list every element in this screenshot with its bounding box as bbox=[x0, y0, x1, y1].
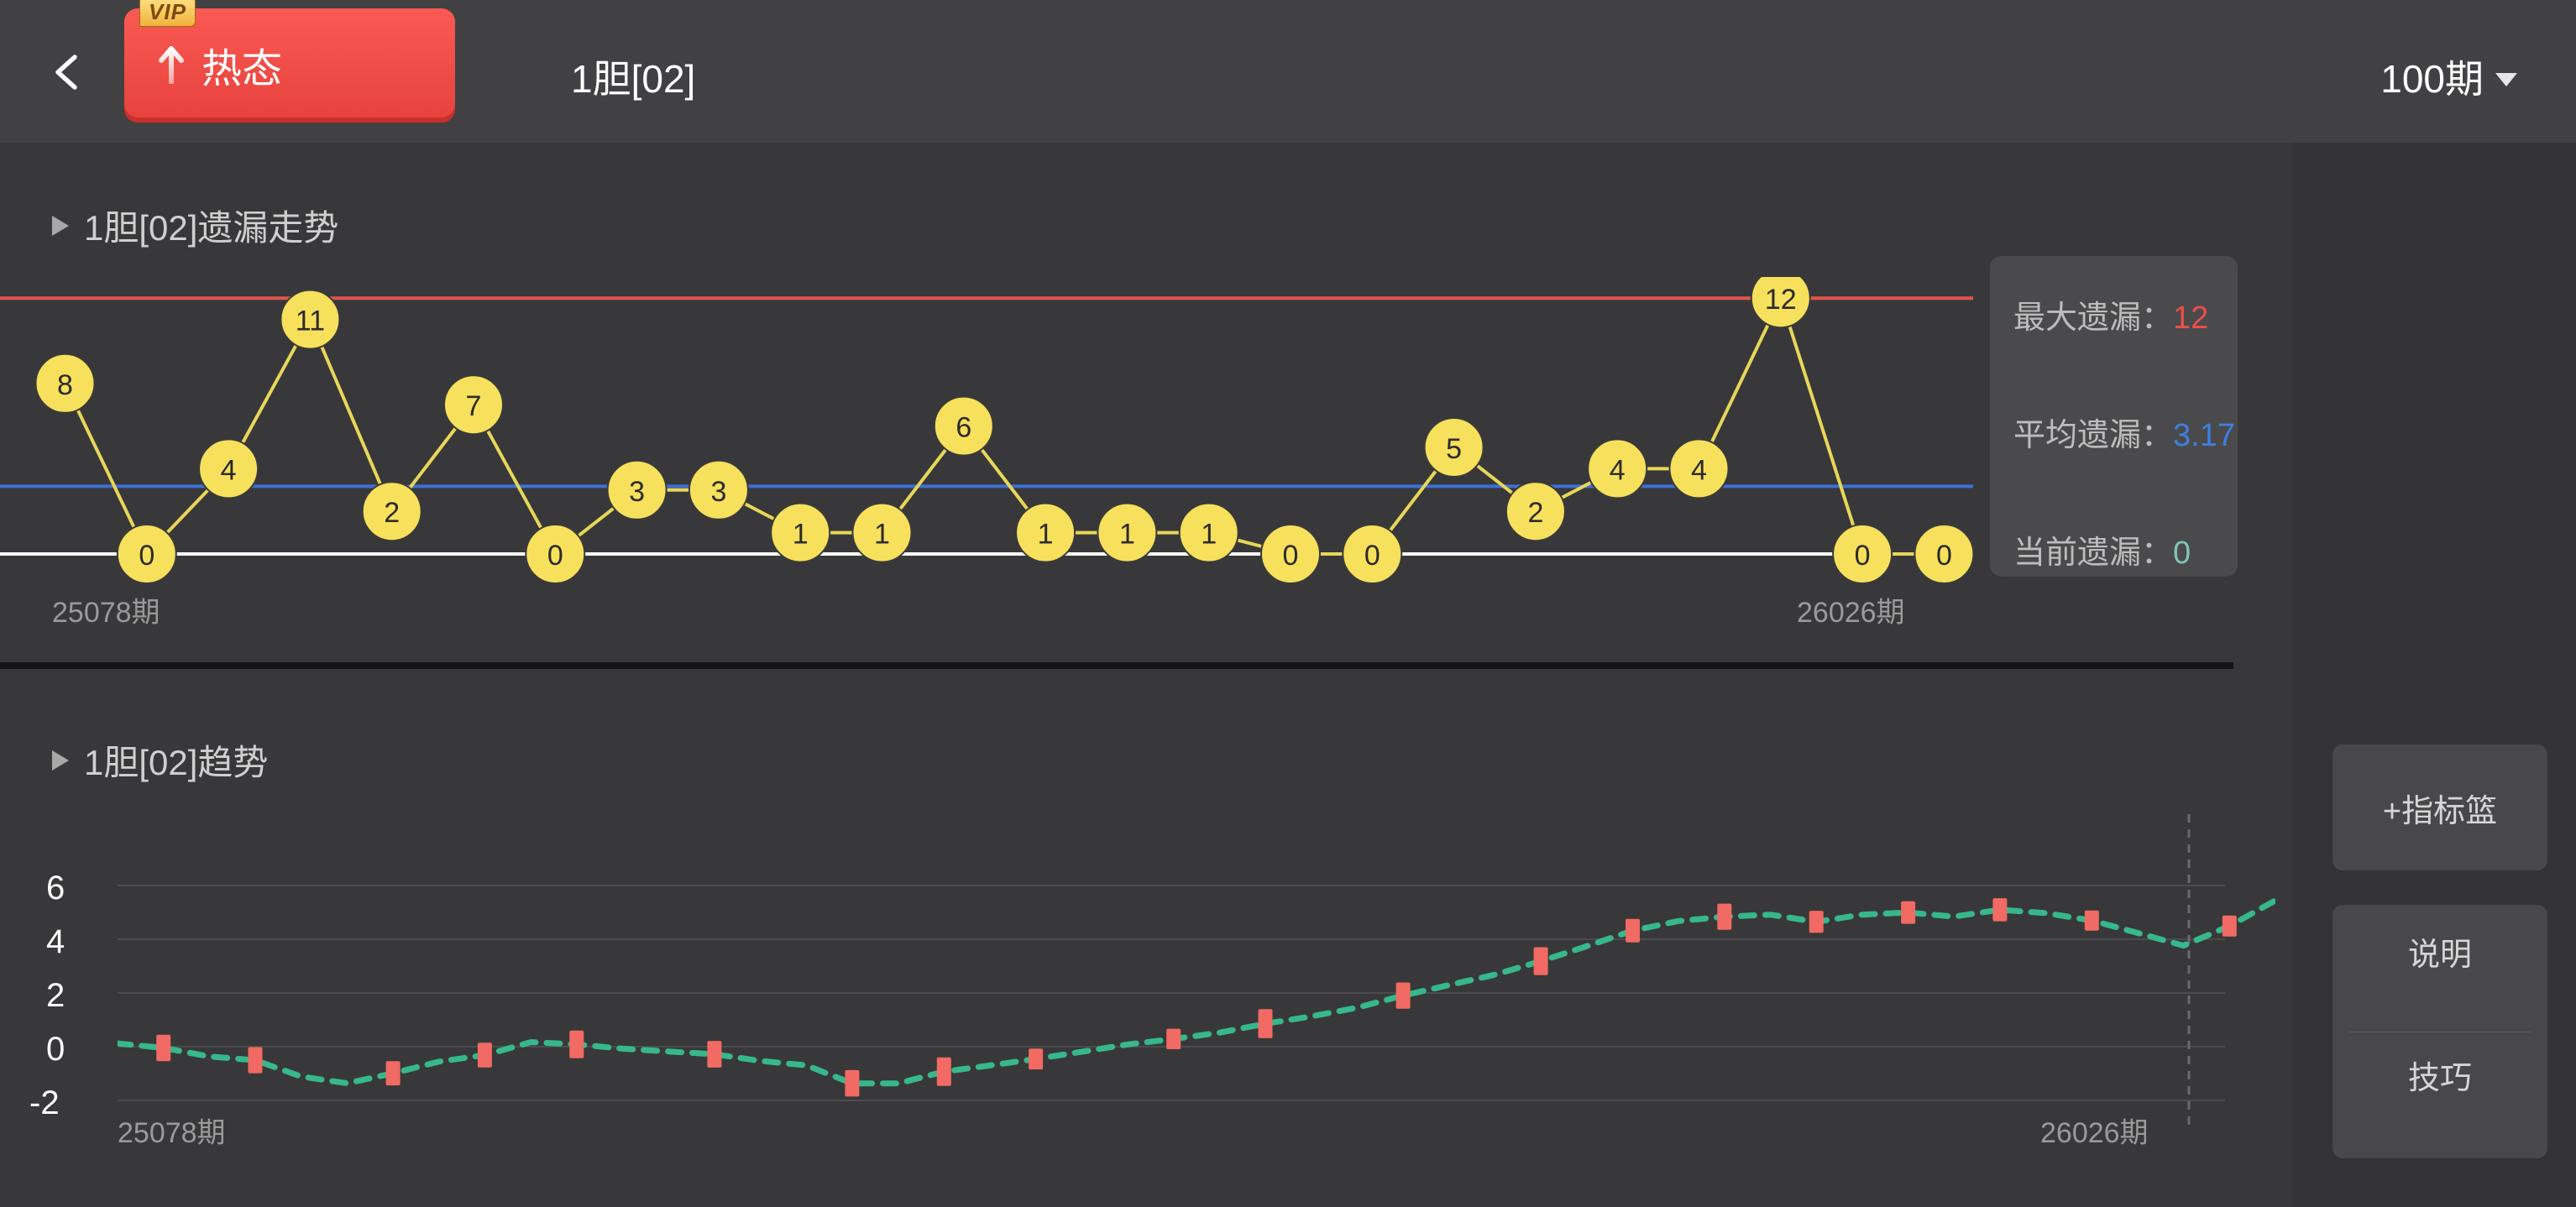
svg-text:0: 0 bbox=[1936, 540, 1952, 572]
svg-text:4: 4 bbox=[1610, 454, 1626, 486]
svg-text:0: 0 bbox=[139, 540, 154, 572]
svg-text:1: 1 bbox=[1201, 519, 1217, 551]
svg-text:2: 2 bbox=[1527, 497, 1543, 529]
svg-text:1: 1 bbox=[1038, 519, 1054, 551]
svg-text:3: 3 bbox=[629, 476, 645, 508]
svg-text:1: 1 bbox=[874, 519, 890, 551]
svg-text:11: 11 bbox=[296, 306, 325, 337]
svg-text:0: 0 bbox=[1364, 540, 1380, 572]
svg-text:4: 4 bbox=[221, 454, 237, 486]
svg-text:4: 4 bbox=[1691, 454, 1707, 486]
svg-text:2: 2 bbox=[384, 497, 400, 529]
svg-text:0: 0 bbox=[1283, 540, 1299, 572]
svg-text:5: 5 bbox=[1446, 433, 1462, 465]
svg-text:1: 1 bbox=[793, 519, 809, 551]
svg-text:12: 12 bbox=[1765, 284, 1797, 316]
svg-text:7: 7 bbox=[466, 390, 482, 422]
svg-text:3: 3 bbox=[710, 476, 726, 508]
svg-text:0: 0 bbox=[1855, 540, 1871, 572]
svg-text:0: 0 bbox=[547, 540, 563, 572]
svg-text:1: 1 bbox=[1119, 519, 1135, 551]
svg-text:6: 6 bbox=[956, 412, 971, 444]
svg-text:8: 8 bbox=[57, 369, 73, 401]
